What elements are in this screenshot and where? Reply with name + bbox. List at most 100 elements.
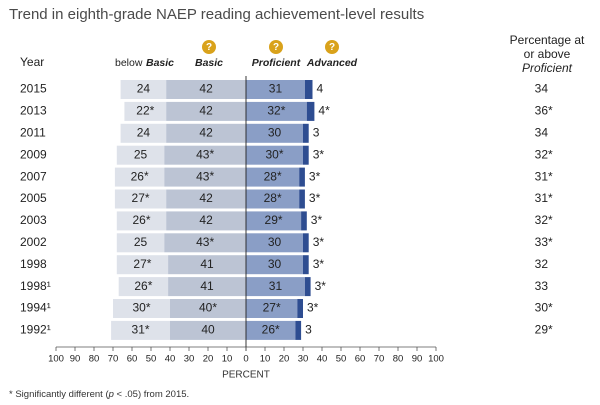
x-tick-label: 40	[165, 354, 176, 365]
label-basic: 43*	[196, 169, 214, 183]
label-at-or-above: 29	[535, 323, 549, 337]
year-label: 2011	[20, 125, 46, 139]
label-proficient: 30*	[265, 147, 283, 161]
bar-basic	[170, 299, 246, 318]
label-basic-asterisk: *	[209, 147, 214, 161]
proficient-help-icon-glyph: ?	[273, 42, 279, 53]
bar-below-basic	[116, 145, 165, 165]
label-proficient: 30	[268, 235, 282, 249]
bar-advanced	[304, 277, 311, 297]
label-at-or-above: 32	[535, 213, 549, 227]
bar-proficient	[246, 123, 303, 143]
x-tick-label: 100	[48, 354, 64, 365]
bar-basic	[168, 277, 246, 297]
year-label: 1998¹	[20, 279, 51, 293]
proficient-help-icon	[269, 40, 283, 54]
year-label: 1994¹	[20, 301, 51, 315]
x-tick-label: 80	[89, 354, 100, 365]
label-at-or-above-asterisk: *	[548, 323, 553, 337]
label-proficient-asterisk: *	[278, 213, 283, 227]
label-proficient: 26*	[262, 323, 280, 337]
label-basic: 43*	[196, 235, 214, 249]
year-label: 2003	[20, 213, 47, 227]
advanced-help-icon-glyph: ?	[329, 42, 335, 53]
label-at-or-above-asterisk: *	[548, 104, 553, 118]
label-basic: 43*	[196, 147, 214, 161]
label-advanced: 4*	[318, 104, 330, 118]
bar-proficient	[246, 211, 302, 231]
bar-below-basic	[116, 255, 169, 275]
x-tick-label: 20	[279, 354, 290, 365]
x-tick-label: 70	[374, 354, 385, 365]
label-basic: 41	[200, 279, 214, 293]
label-at-or-above: 32	[535, 257, 549, 271]
year-label: 2002	[20, 235, 47, 249]
at-or-above-header-line-1: Percentage at	[510, 33, 585, 47]
label-below-basic-asterisk: *	[145, 191, 150, 205]
bar-basic	[166, 189, 246, 209]
x-tick-label: 100	[428, 354, 444, 365]
bar-basic	[170, 320, 246, 340]
label-proficient-asterisk: *	[276, 301, 281, 315]
x-tick-label: 0	[243, 354, 248, 365]
label-below-basic: 27*	[132, 191, 150, 205]
label-at-or-above-asterisk: *	[548, 169, 553, 183]
year-label: 1992¹	[20, 323, 51, 337]
x-tick-label: 30	[184, 354, 195, 365]
bar-below-basic	[120, 123, 167, 143]
bar-proficient	[246, 80, 305, 99]
label-proficient-asterisk: *	[279, 147, 284, 161]
x-tick-label: 40	[317, 354, 328, 365]
year-header: Year	[20, 55, 44, 69]
chart-title: Trend in eighth-grade NAEP reading achie…	[9, 6, 425, 23]
basic-help-icon	[202, 40, 216, 54]
label-at-or-above: 34	[535, 82, 549, 96]
bar-proficient	[246, 320, 296, 340]
bar-below-basic	[118, 277, 169, 297]
label-below-basic: 22*	[136, 104, 154, 118]
label-proficient-asterisk: *	[277, 169, 282, 183]
x-tick-label: 90	[70, 354, 81, 365]
x-tick-label: 50	[146, 354, 157, 365]
footnote-suffix: < .05) from 2015.	[113, 389, 190, 400]
label-below-basic: 26*	[131, 169, 149, 183]
label-advanced: 3*	[307, 301, 319, 315]
x-tick-label: 80	[393, 354, 404, 365]
label-proficient: 31	[269, 279, 283, 293]
bar-below-basic	[111, 320, 170, 340]
basic-header: Basic	[195, 57, 223, 69]
bar-basic	[166, 211, 246, 231]
bar-basic	[164, 233, 246, 253]
bar-proficient	[246, 233, 303, 253]
label-basic: 42	[199, 191, 213, 205]
label-at-or-above: 32	[535, 147, 549, 161]
bar-proficient	[246, 101, 307, 121]
label-below-basic-asterisk: *	[147, 257, 152, 271]
year-label: 2009	[20, 147, 47, 161]
label-below-basic: 24	[137, 82, 151, 96]
bar-below-basic	[124, 101, 167, 121]
label-below-basic-asterisk: *	[145, 323, 150, 337]
at-or-above-header-line-3: Proficient	[522, 61, 573, 75]
year-label: 2005	[20, 191, 47, 205]
label-below-basic: 31*	[132, 323, 150, 337]
label-below-basic: 26*	[134, 279, 152, 293]
label-at-or-above-asterisk: *	[548, 235, 553, 249]
label-below-basic-asterisk: *	[150, 104, 155, 118]
bar-advanced	[303, 145, 309, 165]
bar-basic	[166, 80, 246, 99]
bar-proficient	[246, 189, 300, 209]
label-at-or-above: 31	[535, 169, 549, 183]
bar-proficient	[246, 167, 300, 187]
x-axis-label: PERCENT	[222, 370, 270, 381]
label-proficient-asterisk: *	[277, 191, 282, 205]
footnote-italic: p	[108, 389, 114, 400]
label-proficient: 32*	[267, 104, 285, 118]
bar-advanced	[297, 299, 303, 318]
label-below-basic-asterisk: *	[148, 279, 153, 293]
label-advanced: 4	[317, 82, 324, 96]
label-below-basic-asterisk: *	[144, 169, 149, 183]
bar-below-basic	[114, 167, 165, 187]
bar-below-basic	[114, 189, 167, 209]
